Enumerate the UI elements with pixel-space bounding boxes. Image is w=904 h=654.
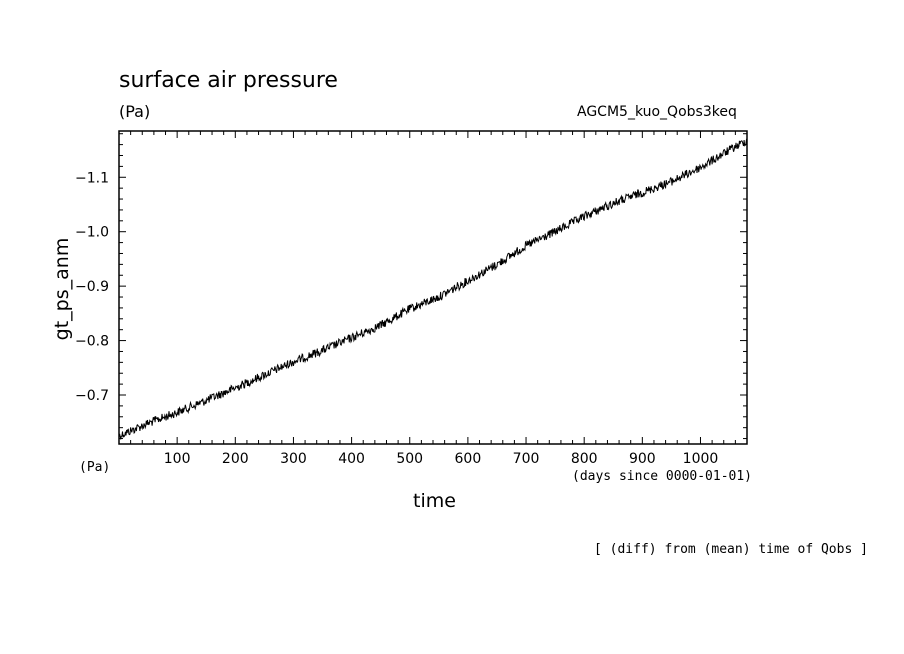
y-tick-label: −1.0 [75, 225, 109, 241]
chart-title: surface air pressure [119, 68, 338, 93]
x-tick-label: 1000 [683, 451, 719, 467]
x-tick-label: 200 [222, 451, 249, 467]
x-tick-label: 500 [396, 451, 423, 467]
x-tick-label: 400 [338, 451, 365, 467]
y-tick-label: −0.8 [75, 334, 109, 350]
x-tick-label: 100 [164, 451, 191, 467]
y-tick-label: −0.9 [75, 279, 109, 295]
footnote: [ (diff) from (mean) time of Qobs ] [594, 542, 868, 557]
series-line [118, 138, 748, 440]
units-label-top: (Pa) [119, 102, 151, 121]
axis-ticks [119, 131, 747, 444]
x-tick-label: 300 [280, 451, 307, 467]
experiment-label: AGCM5_kuo_Qobs3keq [577, 104, 737, 120]
x-tick-label: 900 [629, 451, 656, 467]
x-tick-label: 700 [513, 451, 540, 467]
y-tick-label: −0.7 [75, 388, 109, 404]
tick-labels: 100 200 300 400 500 600 700 800 900 1000 −0.7 −0.8 −… [75, 170, 718, 467]
x-axis-title: time [413, 490, 456, 512]
plot-frame [118, 130, 748, 445]
y-tick-label: −1.1 [75, 170, 109, 186]
x-tick-label: 800 [571, 451, 598, 467]
x-tick-label: 600 [455, 451, 482, 467]
units-label-bottom: (Pa) [79, 460, 111, 475]
x-axis-units: (days since 0000-01-01) [572, 469, 753, 484]
